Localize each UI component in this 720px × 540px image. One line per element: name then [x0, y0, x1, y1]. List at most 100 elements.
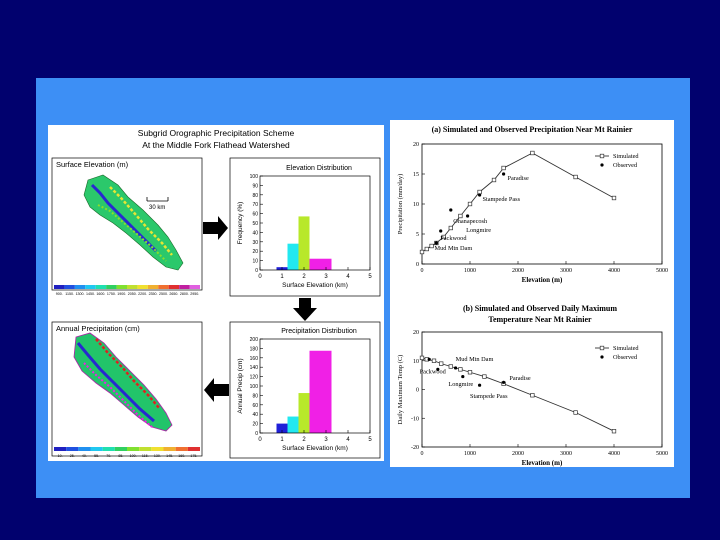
colorbar-tick-label: 100.	[130, 454, 137, 458]
y-tick-label: 10	[413, 359, 419, 365]
ridge-high-elevation	[109, 186, 173, 256]
simulated-point	[441, 234, 446, 240]
y-tick-label: 20	[413, 142, 419, 148]
legend-observed-marker	[600, 355, 604, 359]
colorbar-swatch	[114, 447, 127, 451]
simulated-point	[482, 374, 487, 379]
subgrid-figure: Subgrid Orographic Precipitation Scheme …	[48, 125, 384, 461]
colorbar-swatch	[66, 447, 79, 451]
x-tick-label: 5000	[656, 268, 668, 274]
legend-observed-label: Observed	[613, 162, 638, 169]
watershed-elevation-shape	[83, 174, 184, 271]
colorbar-tick-label: 130.	[154, 454, 161, 458]
x-tick-label: 4	[346, 274, 350, 280]
colorbar-swatch	[151, 447, 164, 451]
elev-map-label: Surface Elevation (m)	[56, 160, 129, 169]
colorbar-tick-label: 2950.	[190, 292, 199, 296]
y-tick-label: 20	[252, 422, 258, 428]
station-label: Mud Mtn Dam	[456, 356, 494, 363]
simulated-point	[424, 246, 429, 252]
x-tick-label: 2	[302, 274, 306, 280]
chart-a-title: (a) Simulated and Observed Precipitation…	[432, 125, 633, 134]
simulated-point	[448, 364, 453, 369]
colorbar-swatch	[106, 285, 117, 289]
chart-b-title-line1: (b) Simulated and Observed Daily Maximum	[463, 304, 617, 313]
precipitation-map: Annual Precipitation (cm) 10. 25. 40. 55. 70…	[51, 321, 203, 458]
station-label: Stampede Pass	[470, 393, 508, 400]
colorbar-swatch	[189, 285, 200, 289]
arrow-right-icon	[203, 216, 228, 240]
arrow-down-icon	[293, 298, 317, 321]
station-label: Mud Mtn Dam	[434, 245, 472, 252]
x-tick-label: 0	[258, 437, 262, 443]
observed-point	[466, 214, 470, 218]
colorbar-swatch	[54, 447, 67, 451]
simulated-point	[467, 370, 473, 375]
simulated-point	[611, 429, 617, 434]
temperature-elevation-chart: 0 1000 2000 3000 4000 5000 -20 -10 0 10 20 Elevatio…	[397, 330, 668, 467]
y-tick-label: 90	[252, 183, 258, 189]
precipitation-elevation-chart: 0 1000 2000 3000 4000 5000 0 5 10 15 20 Elevation (…	[397, 142, 668, 284]
colorbar-swatch	[54, 285, 65, 289]
station-label: Packwood	[440, 235, 467, 242]
x-tick-label: 5000	[656, 451, 668, 457]
elevation-map: Surface Elevation (m) 30 km 900. 1150. 130…	[51, 157, 203, 296]
colorbar-tick-label: 160.	[178, 454, 185, 458]
colorbar-swatch	[139, 447, 152, 451]
y-tick-label: -20	[411, 445, 419, 451]
legend-observed-marker	[600, 163, 604, 167]
x-tick-label: 3	[324, 274, 328, 280]
simulated-point	[611, 195, 617, 201]
y-tick-label: 40	[252, 230, 258, 236]
y-tick-label: 10	[252, 259, 258, 265]
y-axis-label: Annual Precip (cm)	[237, 358, 244, 413]
colorbar-swatch	[90, 447, 103, 451]
station-label: Paradise	[507, 175, 529, 182]
x-tick-label: 3000	[560, 451, 572, 457]
observed-point	[449, 208, 453, 212]
arrow-left-icon	[204, 378, 229, 402]
precipitation-distribution-chart: Precipitation Distribution 0 1 2 3 4 5 0 20 40 60 8…	[237, 328, 372, 452]
y-tick-label: 20	[252, 249, 258, 255]
colorbar-swatch	[127, 447, 140, 451]
y-tick-label: 140	[250, 365, 259, 371]
figure-title-line1: Subgrid Orographic Precipitation Scheme	[138, 128, 295, 138]
colorbar-tick-label: 2650.	[169, 292, 178, 296]
simulated-point	[573, 410, 578, 415]
x-tick-label: 0	[421, 268, 424, 274]
y-tick-label: 200	[250, 337, 259, 343]
legend-simulated-label: Simulated	[613, 345, 639, 352]
observed-point	[502, 380, 506, 384]
y-tick-label: 80	[252, 393, 258, 399]
watershed-precip-shape	[73, 332, 173, 432]
rainier-figure-svg: (a) Simulated and Observed Precipitation…	[397, 125, 668, 467]
colorbar-swatch	[85, 285, 96, 289]
x-tick-label: 2000	[512, 268, 524, 274]
simulated-point	[431, 358, 437, 363]
simulated-point	[419, 355, 425, 361]
x-tick-label: 4	[346, 437, 350, 443]
colorbar-tick-label: 1750.	[107, 292, 116, 296]
colorbar-swatch	[187, 447, 200, 451]
station-label: Packwood	[420, 369, 447, 376]
legend-simulated-marker	[599, 345, 605, 351]
observed-point	[436, 367, 440, 371]
x-axis-label: Elevation (m)	[522, 276, 563, 284]
observed-point	[461, 374, 465, 379]
colorbar-swatch	[102, 447, 115, 451]
colorbar-tick-label: 40.	[82, 454, 87, 458]
x-tick-label: 1000	[464, 268, 476, 274]
colorbar-swatch	[137, 285, 148, 289]
colorbar-swatch	[74, 285, 86, 289]
x-tick-label: 3	[324, 437, 328, 443]
simulated-point	[419, 249, 425, 255]
y-tick-label: 0	[416, 388, 419, 394]
y-tick-label: 100	[250, 174, 259, 180]
bar-0	[276, 423, 288, 433]
colorbar-swatch	[78, 447, 91, 451]
colorbar-tick-label: 2500.	[159, 292, 168, 296]
x-tick-label: 1	[280, 274, 284, 280]
colorbar-swatch	[168, 285, 180, 289]
simulated-point	[448, 225, 453, 231]
bar-3	[309, 350, 332, 433]
